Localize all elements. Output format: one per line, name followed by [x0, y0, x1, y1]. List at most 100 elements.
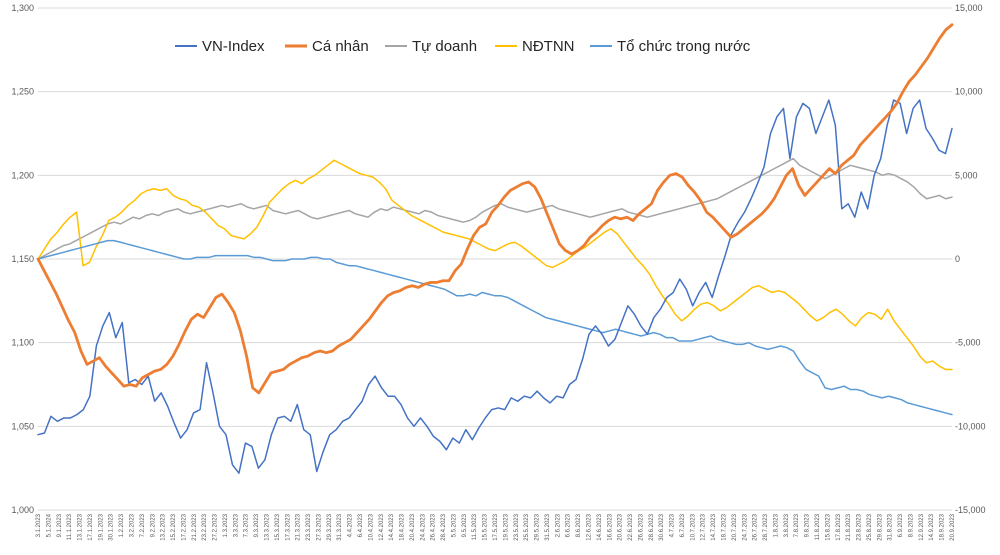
x-tick-label: 20.6.2023 [618, 513, 624, 540]
x-tick-label: 14.9.2023 [929, 513, 935, 540]
x-tick-label: 11.8.2023 [815, 513, 821, 540]
x-tick-label: 30.1.2023 [109, 513, 115, 540]
x-tick-label: 20.4.2023 [410, 513, 416, 540]
x-tick-label: 31.3.2023 [337, 513, 343, 540]
x-tick-label: 11.5.2023 [472, 513, 478, 540]
x-axis: 3.1.2023 5.1.2024 9.1.2023 11.1.2023 13.1.20… [36, 513, 956, 540]
x-tick-label: 28.7.2023 [763, 513, 769, 540]
x-tick-label: 31.5.2023 [545, 513, 551, 540]
x-tick-label: 8.9.2023 [908, 513, 914, 537]
x-tick-label: 20.7.2023 [732, 513, 738, 540]
x-tick-label: 26.4.2023 [431, 513, 437, 540]
x-tick-label: 23.5.2023 [514, 513, 520, 540]
x-tick-label: 9.5.2023 [462, 513, 468, 537]
x-tick-label: 15.8.2023 [825, 513, 831, 540]
right-tick-label: 10,000 [955, 87, 983, 97]
x-tick-label: 3.8.2023 [784, 513, 790, 537]
left-tick-label: 1,050 [11, 421, 34, 431]
x-tick-label: 21.8.2023 [846, 513, 852, 540]
x-tick-label: 23.8.2023 [857, 513, 863, 540]
x-tick-label: 4.4.2023 [348, 513, 354, 537]
x-tick-label: 21.2.2023 [192, 513, 198, 540]
x-tick-label: 15.5.2023 [483, 513, 489, 540]
x-tick-label: 1.3.2023 [223, 513, 229, 537]
x-tick-label: 1.8.2023 [773, 513, 779, 537]
x-tick-label: 17.8.2023 [836, 513, 842, 540]
x-tick-label: 11.1.2023 [67, 513, 73, 540]
x-tick-label: 28.4.2023 [441, 513, 447, 540]
x-tick-label: 24.4.2023 [420, 513, 426, 540]
x-tick-label: 14.6.2023 [597, 513, 603, 540]
x-tick-label: 9.1.2023 [57, 513, 63, 537]
x-tick-label: 7.2.2023 [140, 513, 146, 537]
x-tick-label: 29.3.2023 [327, 513, 333, 540]
x-tick-label: 20.9.2023 [950, 513, 956, 540]
right-tick-label: -15,000 [955, 505, 986, 515]
x-tick-label: 7.3.2023 [244, 513, 250, 537]
x-tick-label: 23.2.2023 [202, 513, 208, 540]
x-tick-label: 12.7.2023 [701, 513, 707, 540]
x-tick-label: 3.2.2023 [129, 513, 135, 537]
legend-label-ndtnn: NĐTNN [522, 38, 575, 55]
x-tick-label: 13.3.2023 [265, 513, 271, 540]
x-tick-label: 22.6.2023 [628, 513, 634, 540]
x-tick-label: 18.9.2023 [940, 513, 946, 540]
left-tick-label: 1,100 [11, 338, 34, 348]
x-tick-label: 5.5.2023 [451, 513, 457, 537]
right-tick-label: 5,000 [955, 170, 978, 180]
x-tick-label: 5.1.2024 [46, 513, 52, 537]
series-line-ca-nhan [36, 23, 954, 395]
x-tick-label: 3.3.2023 [233, 513, 239, 537]
right-tick-label: -10,000 [955, 421, 986, 431]
x-tick-label: 13.1.2023 [78, 513, 84, 540]
left-tick-label: 1,300 [11, 3, 34, 13]
x-tick-label: 17.1.2023 [88, 513, 94, 540]
x-tick-label: 9.8.2023 [805, 513, 811, 537]
right-tick-label: -5,000 [955, 338, 981, 348]
x-tick-label: 25.5.2023 [524, 513, 530, 540]
x-tick-label: 24.7.2023 [742, 513, 748, 540]
series-line-tu-doanh [37, 157, 953, 260]
right-tick-label: 0 [955, 254, 960, 264]
left-tick-label: 1,000 [11, 505, 34, 515]
legend-label-ca-nhan: Cá nhân [312, 38, 369, 55]
x-tick-label: 15.3.2023 [275, 513, 281, 540]
legend-label-vn-index: VN-Index [202, 38, 265, 55]
series-line-to-chuc-trong-nuoc [37, 239, 953, 416]
left-tick-label: 1,200 [11, 170, 34, 180]
x-tick-label: 30.6.2023 [659, 513, 665, 540]
x-tick-label: 12.9.2023 [919, 513, 925, 540]
legend-label-tu-doanh: Tự doanh [412, 38, 477, 55]
x-tick-label: 6.7.2023 [680, 513, 686, 537]
x-tick-label: 17.3.2023 [285, 513, 291, 540]
x-tick-label: 14.4.2023 [389, 513, 395, 540]
x-tick-label: 25.8.2023 [867, 513, 873, 540]
x-tick-label: 2.6.2023 [555, 513, 561, 537]
x-tick-label: 7.8.2023 [794, 513, 800, 537]
x-tick-label: 18.7.2023 [722, 513, 728, 540]
x-tick-label: 17.2.2023 [181, 513, 187, 540]
legend-label-to-chuc-trong-nuoc: Tổ chức trong nước [617, 38, 751, 55]
x-tick-label: 8.6.2023 [576, 513, 582, 537]
x-tick-label: 9.2.2023 [150, 513, 156, 537]
x-tick-label: 27.3.2023 [316, 513, 322, 540]
x-tick-label: 26.7.2023 [753, 513, 759, 540]
x-tick-label: 21.3.2023 [296, 513, 302, 540]
x-tick-label: 16.6.2023 [607, 513, 613, 540]
x-tick-label: 31.8.2023 [888, 513, 894, 540]
left-tick-label: 1,250 [11, 87, 34, 97]
series-line-ndtnn [37, 159, 953, 371]
x-tick-label: 6.9.2023 [898, 513, 904, 537]
x-tick-label: 29.5.2023 [535, 513, 541, 540]
x-tick-label: 9.3.2023 [254, 513, 260, 537]
x-tick-label: 15.2.2023 [171, 513, 177, 540]
x-tick-label: 4.7.2023 [670, 513, 676, 537]
x-tick-label: 29.8.2023 [877, 513, 883, 540]
right-axis: -15,000 -10,000 -5,000 0 5,000 10,000 15,000 [955, 3, 986, 515]
x-tick-label: 3.1.2023 [36, 513, 42, 537]
left-tick-label: 1,150 [11, 254, 34, 264]
x-tick-label: 13.2.2023 [161, 513, 167, 540]
x-tick-label: 10.4.2023 [368, 513, 374, 540]
x-tick-label: 19.5.2023 [503, 513, 509, 540]
